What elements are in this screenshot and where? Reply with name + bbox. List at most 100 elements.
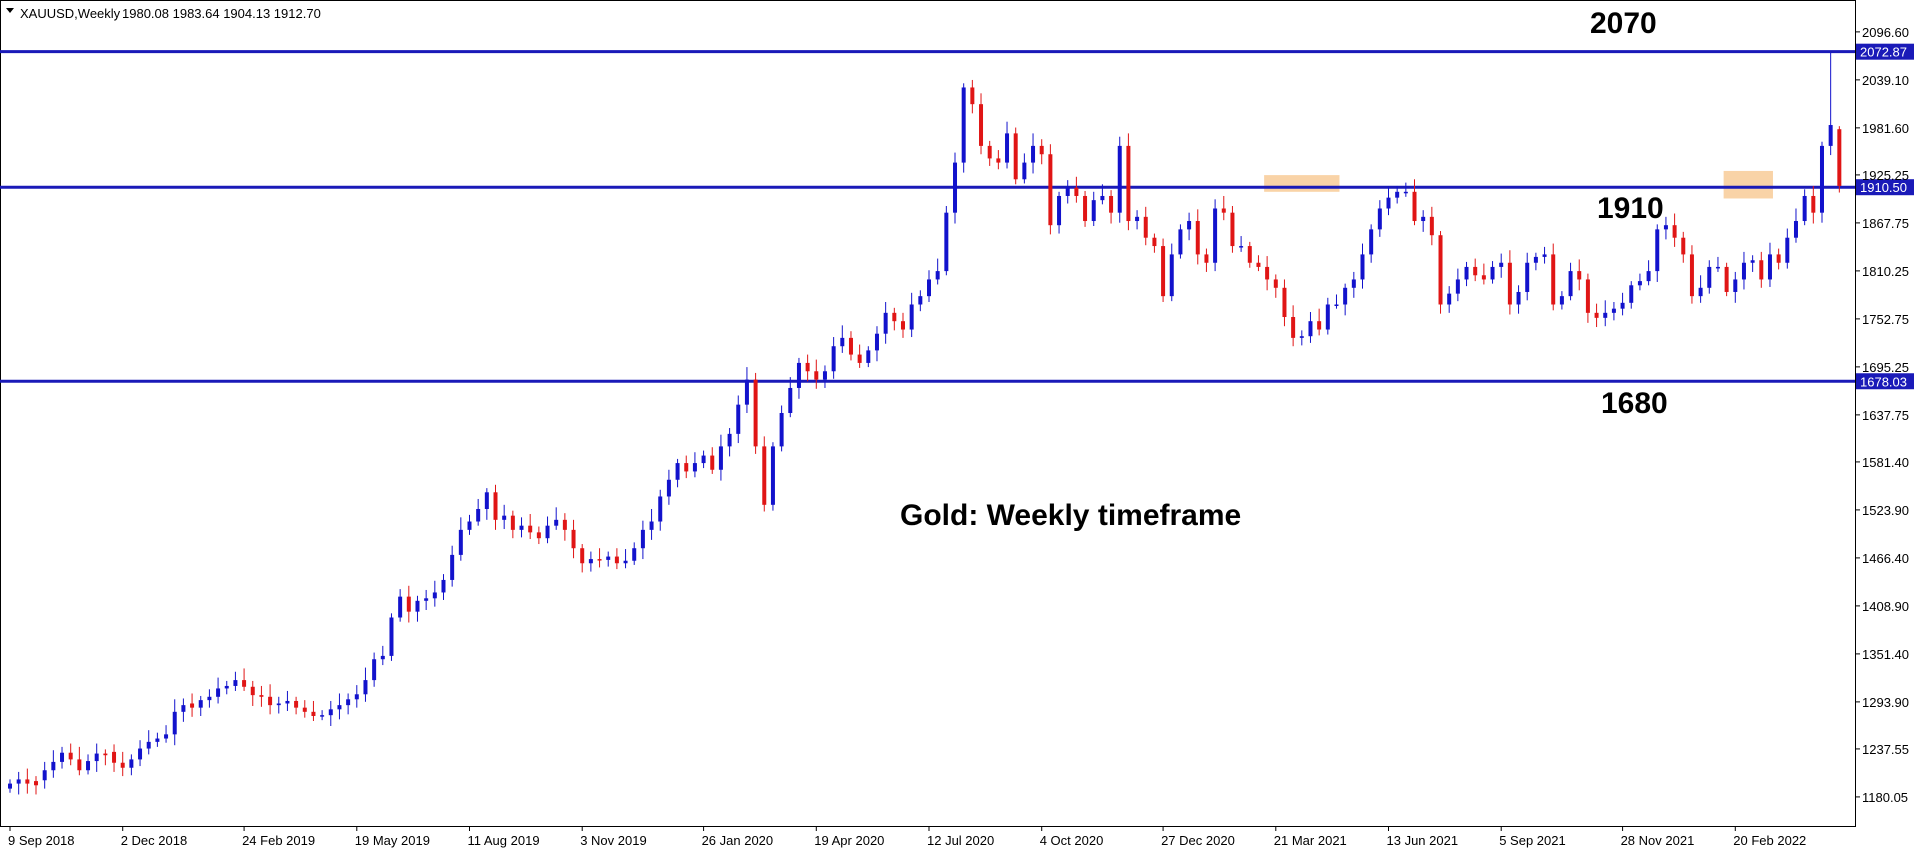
candle-down [242, 680, 247, 687]
candle-up [164, 734, 169, 739]
candle-down [1481, 275, 1486, 280]
candle-down [536, 532, 541, 539]
candle-up [1100, 195, 1105, 201]
candle-down [1689, 254, 1694, 297]
candle-up [432, 592, 437, 599]
candle-up [840, 337, 845, 347]
candle-up [770, 446, 775, 505]
candle-up [337, 705, 342, 710]
y-tick-label: 1523.90 [1862, 503, 1909, 518]
candle-up [1377, 208, 1382, 230]
candle-up [233, 680, 238, 686]
y-tick-label: 1867.75 [1862, 216, 1909, 231]
candle-up [476, 508, 481, 522]
candle-up [1343, 287, 1348, 305]
level-price-tag [1856, 43, 1914, 60]
candle-up [1351, 279, 1356, 288]
header-ohlc: 1980.08 1983.64 1904.13 1912.70 [122, 6, 321, 21]
candle-up [380, 655, 385, 660]
candle-down [1776, 254, 1781, 263]
candle-up [1360, 254, 1365, 280]
y-tick-label: 1637.75 [1862, 408, 1909, 423]
candle-up [1325, 304, 1330, 330]
candle-up [1750, 260, 1755, 263]
candle-up [1741, 262, 1746, 280]
candle-down [302, 707, 307, 712]
candle-down [1265, 266, 1270, 280]
header-dropdown-icon[interactable] [6, 8, 14, 13]
candle-up [545, 525, 550, 539]
candle-down [1143, 216, 1148, 238]
candle-down [753, 379, 758, 447]
candle-down [996, 158, 1001, 163]
candle-down [1577, 271, 1582, 280]
y-tick-label: 1351.40 [1862, 647, 1909, 662]
candle-down [1109, 195, 1114, 213]
candle-up [1239, 246, 1244, 248]
level-price-tag-text: 2072.87 [1860, 45, 1907, 60]
candle-down [1204, 254, 1209, 263]
candle-up [1698, 287, 1703, 297]
candle-down [987, 145, 992, 159]
candle-down [1412, 191, 1417, 222]
candle-down [805, 362, 810, 372]
candle-up [354, 694, 359, 700]
candle-up [1447, 293, 1452, 305]
candle-down [1126, 145, 1131, 222]
candle-up [1308, 321, 1313, 337]
level-lines: 2072.87 1910.50 1678.03 [0, 43, 1914, 390]
candle-up [1559, 296, 1564, 305]
candle-up [1065, 187, 1070, 196]
candle-up [94, 753, 99, 762]
candle-up [606, 556, 611, 560]
candle-up [285, 700, 290, 704]
candle-up [1117, 145, 1122, 213]
candle-up [129, 759, 134, 768]
candle-up [779, 413, 784, 447]
level-label-1910: 1910 [1597, 192, 1664, 225]
candle-down [1152, 237, 1157, 247]
y-tick-label: 1695.25 [1862, 360, 1909, 375]
candle-up [1802, 195, 1807, 222]
candle-down [112, 751, 117, 763]
candle-up [632, 548, 637, 561]
candle-up [640, 529, 645, 549]
candle-down [848, 337, 853, 355]
candle-up [1568, 271, 1573, 297]
candle-down [510, 515, 515, 530]
candle-up [1516, 291, 1521, 305]
candle-up [1542, 254, 1547, 257]
candle-down [814, 371, 819, 380]
x-tick-label: 21 Mar 2021 [1274, 833, 1347, 848]
candle-up [363, 680, 368, 695]
x-tick-label: 2 Dec 2018 [121, 833, 188, 848]
candle-up [718, 446, 723, 470]
candle-up [1707, 266, 1712, 288]
y-tick-label: 1981.60 [1862, 121, 1909, 136]
time-axis: 9 Sep 2018 2 Dec 2018 24 Feb 2019 19 May 20… [8, 826, 1806, 848]
candle-down [684, 463, 689, 472]
candle-down [1724, 266, 1729, 292]
candle-up [961, 87, 966, 163]
candle-down [1230, 212, 1235, 247]
candle-up [1421, 216, 1426, 222]
x-tick-label: 24 Feb 2019 [242, 833, 315, 848]
candle-down [1585, 279, 1590, 313]
x-tick-label: 9 Sep 2018 [8, 833, 75, 848]
candle-down [1161, 246, 1166, 297]
candle-down [34, 781, 39, 786]
candle-down [1681, 237, 1686, 255]
candle-up [181, 705, 186, 712]
candle-up [458, 529, 463, 555]
candle-up [1005, 133, 1010, 163]
candle-up [1525, 262, 1530, 292]
candle-up [736, 404, 741, 434]
candle-down [406, 596, 411, 612]
candle-up [1793, 221, 1798, 238]
candle-up [86, 761, 91, 771]
candle-down [1473, 266, 1478, 276]
candle-up [1464, 266, 1469, 280]
candle-up [1767, 254, 1772, 280]
candle-up [42, 770, 47, 781]
